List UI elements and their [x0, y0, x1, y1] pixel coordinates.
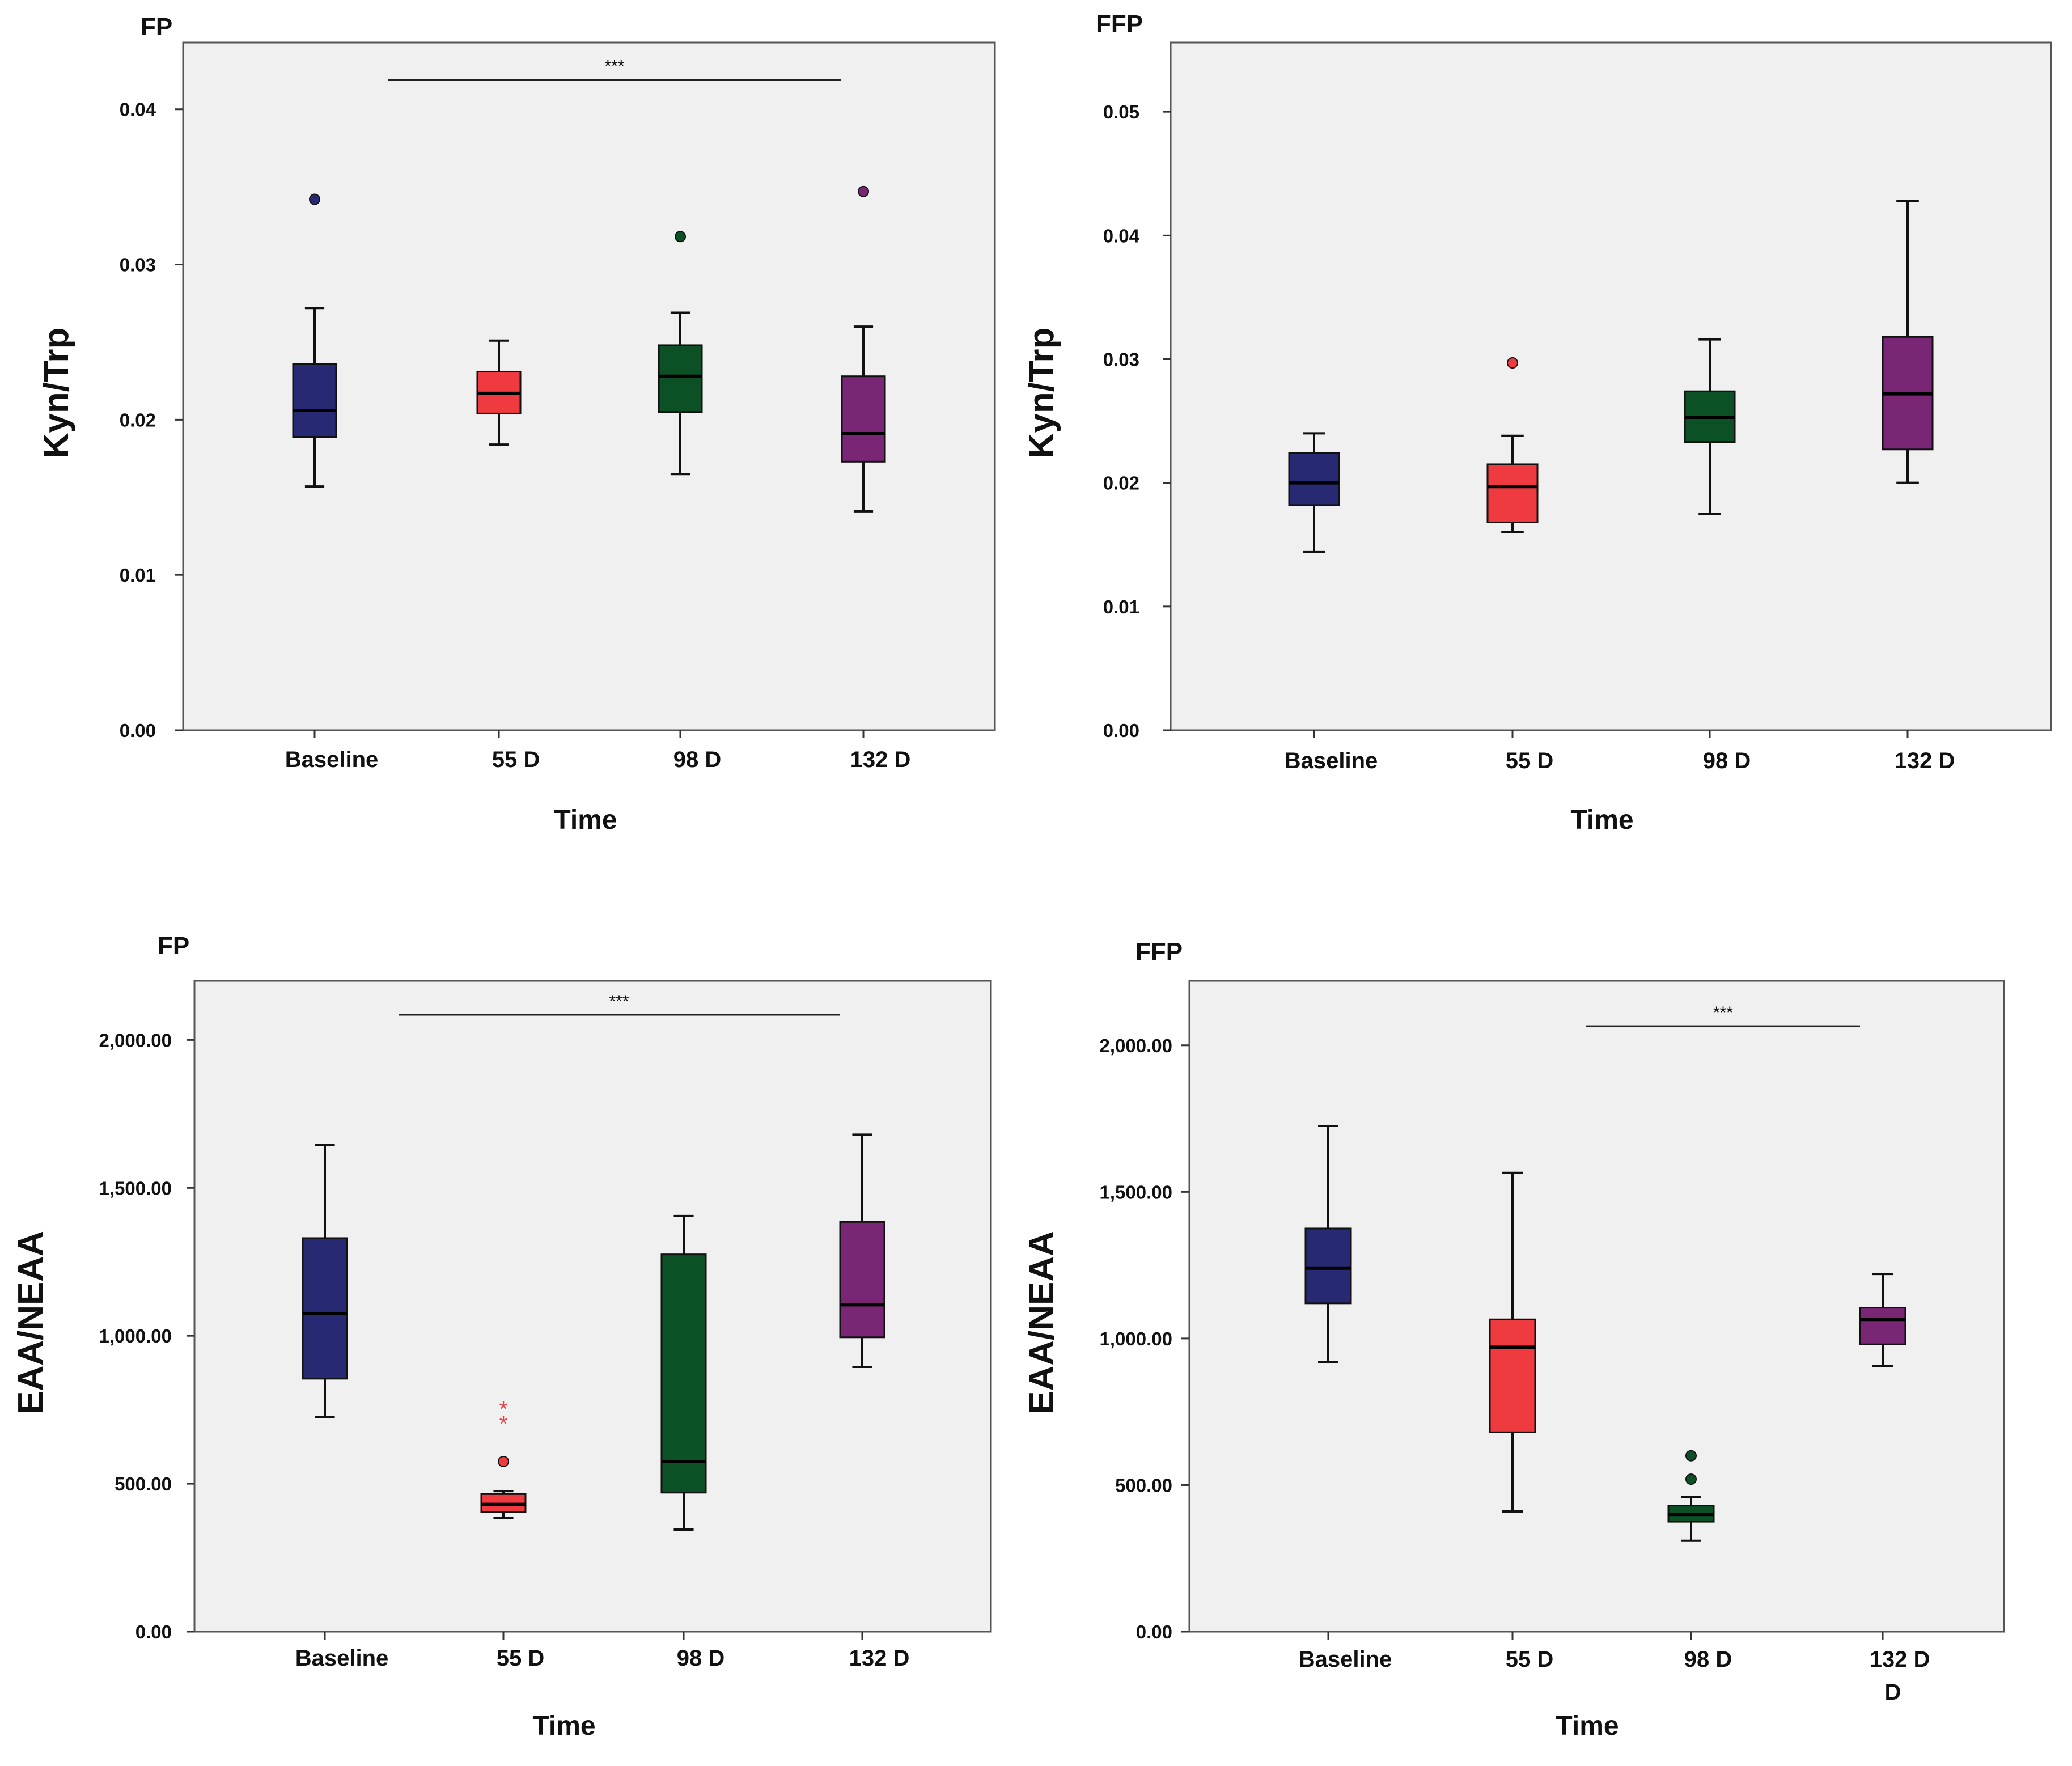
y-tick-label: 0.00: [120, 720, 156, 741]
y-tick-label: 1,500.00: [1100, 1181, 1172, 1202]
box-55-d: 55 D: [1489, 1171, 1554, 1672]
box-55-d: 55 D: [476, 339, 540, 772]
iqr-box: [658, 344, 703, 413]
y-tick-label: 0.00: [1136, 1621, 1172, 1642]
box-baseline: Baseline: [295, 1144, 389, 1671]
outlier-point: [498, 1455, 509, 1467]
chart-2: FFP 0.00 0.01 0.02 0.03 0.04 0.05 Kyn/Trp Time Ba…: [1022, 10, 2052, 835]
outlier-point: [309, 193, 320, 205]
x-tick-label: 55 D: [1506, 1647, 1554, 1672]
y-tick-label: 500.00: [1115, 1475, 1172, 1496]
box-baseline: Baseline: [1299, 1124, 1392, 1672]
iqr-box: [1489, 1318, 1536, 1433]
x-axis-label: Time: [1556, 1711, 1618, 1741]
x-tick-label: 98 D: [673, 747, 722, 772]
iqr-box: [660, 1253, 707, 1494]
y-tick-label: 0.04: [120, 99, 156, 120]
outlier-point: [1685, 1450, 1697, 1462]
outlier-point: [858, 185, 869, 197]
x-tick-label: 55 D: [492, 747, 540, 772]
x-tick-label: 98 D: [1703, 748, 1751, 773]
x-tick-label: Baseline: [1285, 748, 1378, 773]
extreme-point: *: [499, 1397, 508, 1421]
extreme-point: *: [499, 1412, 508, 1436]
significance-label: ***: [609, 992, 629, 1011]
y-tick-label: 0.01: [120, 565, 156, 586]
chart-4: FFP 0.00 500.00 1,000.00 1,500.00 2,000.00 EAA…: [1022, 938, 2005, 1741]
x-tick-label: 132 D: [849, 1646, 910, 1671]
x-tick-label: 132 D: [850, 747, 911, 772]
iqr-box: [841, 375, 886, 463]
box-baseline: Baseline: [1285, 432, 1378, 773]
x-tick-label: 132 D: [1895, 748, 1955, 773]
y-axis-label: Kyn/Trp: [37, 328, 76, 459]
iqr-box: [302, 1237, 348, 1380]
y-tick-label: 1,500.00: [99, 1178, 172, 1198]
x-tick-label: Baseline: [1299, 1647, 1392, 1672]
x-tick-label: Baseline: [285, 747, 379, 772]
y-tick-label: 0.05: [1103, 101, 1139, 122]
x-axis-label: Time: [1570, 805, 1633, 835]
y-axis-label: EAA/NEAA: [1022, 1231, 1061, 1415]
iqr-box: [839, 1221, 885, 1339]
x-axis-label: Time: [532, 1711, 595, 1741]
x-tick-label: D: [1885, 1680, 1901, 1705]
y-tick-label: 0.03: [1103, 349, 1139, 370]
box-132-d: 132 D D: [1859, 1273, 1930, 1705]
x-tick-label: 55 D: [1506, 748, 1554, 773]
x-tick-label: 98 D: [677, 1646, 725, 1671]
box-55-d: 55 D: [1486, 357, 1554, 773]
iqr-box: [292, 363, 337, 438]
outlier-point: [675, 231, 686, 243]
x-tick-label: Baseline: [295, 1646, 389, 1671]
y-tick-label: 1,000.00: [1100, 1328, 1172, 1349]
x-tick-label: 55 D: [497, 1646, 545, 1671]
chart-title: FP: [158, 932, 189, 960]
box-132-d: 132 D: [839, 1133, 910, 1671]
x-axis-label: Time: [554, 805, 617, 835]
y-tick-label: 0.00: [1103, 720, 1139, 741]
chart-3: FP 0.00 500.00 1,000.00 1,500.00 2,000.00 EAA/…: [11, 932, 992, 1741]
box-98-d: 98 D: [658, 231, 722, 772]
box-baseline: Baseline: [285, 193, 379, 772]
y-tick-label: 2,000.00: [1100, 1035, 1172, 1056]
iqr-box: [1288, 452, 1340, 506]
chart-title: FFP: [1096, 10, 1143, 38]
y-axis-label: Kyn/Trp: [1022, 328, 1061, 459]
y-axis-label: EAA/NEAA: [11, 1231, 50, 1415]
y-tick-label: 0.00: [135, 1621, 172, 1642]
y-tick-label: 2,000.00: [99, 1030, 172, 1051]
outlier-point: [1685, 1473, 1697, 1485]
chart-title: FP: [141, 13, 172, 41]
y-tick-label: 1,000.00: [99, 1325, 172, 1346]
y-tick-label: 0.02: [1103, 473, 1139, 494]
iqr-box: [1304, 1227, 1352, 1305]
x-tick-label: 98 D: [1684, 1647, 1732, 1672]
chart-1: FP 0.00 0.01 0.02 0.03 0.04 Kyn/Trp Time Baselin…: [37, 13, 996, 835]
significance-label: ***: [1713, 1003, 1733, 1022]
box-132-d: 132 D: [1882, 200, 1955, 773]
y-tick-label: 0.04: [1103, 225, 1140, 246]
y-tick-label: 0.03: [120, 255, 156, 276]
chart-title: FFP: [1135, 938, 1183, 965]
y-tick-label: 500.00: [115, 1473, 172, 1494]
box-55-d: ** 55 D: [480, 1397, 545, 1671]
iqr-box: [1486, 463, 1539, 523]
box-132-d: 132 D: [841, 185, 911, 772]
y-tick-label: 0.02: [120, 409, 156, 430]
box-98-d: 98 D: [1684, 338, 1751, 773]
iqr-box: [1859, 1307, 1906, 1345]
plot-area: [1188, 980, 2005, 1633]
box-98-d: 98 D: [1667, 1450, 1732, 1672]
outlier-point: [1507, 357, 1518, 369]
significance-label: ***: [604, 57, 624, 76]
box-98-d: 98 D: [660, 1214, 725, 1671]
y-tick-label: 0.01: [1103, 596, 1139, 617]
x-tick-label: 132 D: [1870, 1647, 1930, 1672]
